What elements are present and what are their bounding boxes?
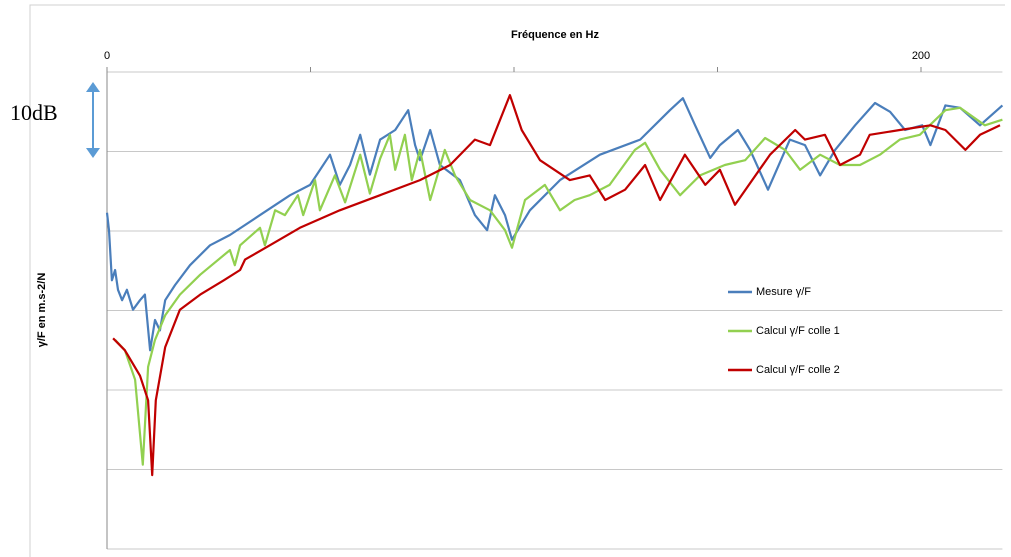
legend-label: Mesure γ/F [756, 286, 811, 298]
legend-label: Calcul γ/F colle 2 [756, 364, 840, 376]
series-line [112, 94, 1001, 477]
y-axis-title: γ/F en m.s-2/N [36, 273, 48, 348]
annotation-arrow [86, 82, 100, 158]
annotation: 10dB [10, 100, 58, 125]
x-tick-label: 0 [104, 50, 110, 62]
frame [29, 4, 1005, 557]
x-axis-title: Fréquence en Hz [511, 29, 600, 41]
x-tick-label: 200 [912, 50, 930, 62]
series-line [114, 106, 1003, 466]
legend-label: Calcul γ/F colle 1 [756, 325, 840, 337]
